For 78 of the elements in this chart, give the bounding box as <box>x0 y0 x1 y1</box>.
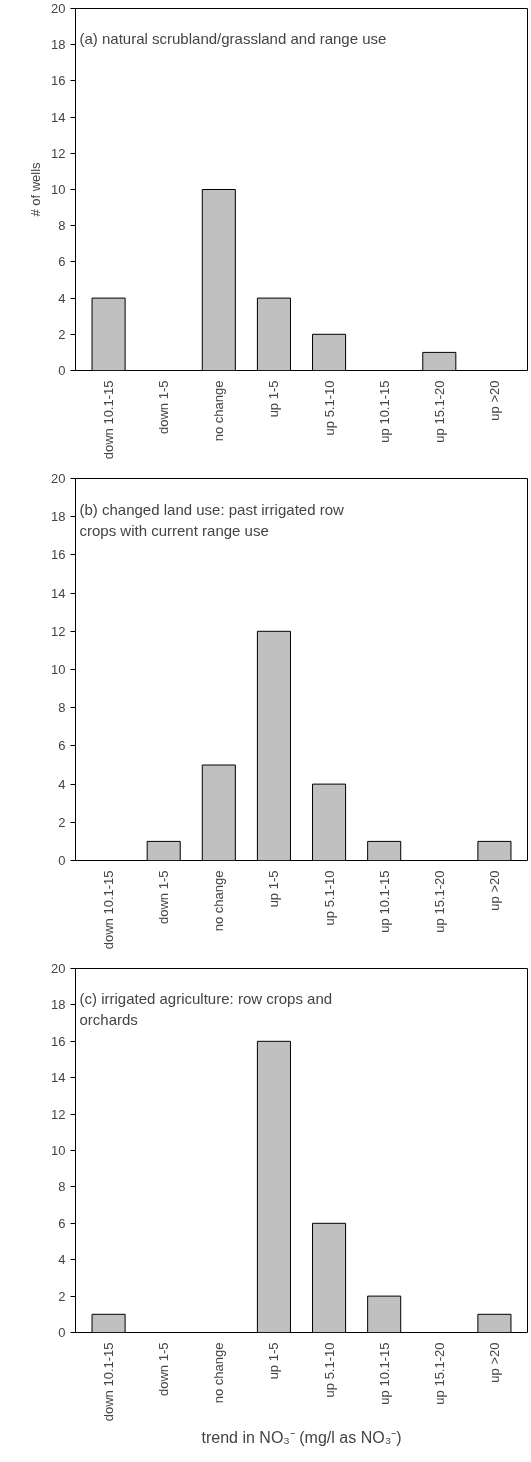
y-tick-label: 14 <box>51 1070 66 1086</box>
y-tick-label: 2 <box>58 1288 66 1304</box>
y-tick-label: 6 <box>58 254 66 270</box>
x-tick-label: up >20 <box>486 870 502 911</box>
bar <box>312 333 347 371</box>
y-tick-label: 4 <box>58 1252 66 1268</box>
y-tick-label: 10 <box>51 182 66 197</box>
y-tick-label: 14 <box>51 109 66 125</box>
x-tick-label: up 10.1-15 <box>376 380 392 443</box>
y-tick-label: 8 <box>58 1179 66 1195</box>
x-tick-label: up 15.1-20 <box>431 1342 447 1405</box>
bar <box>477 840 512 861</box>
y-tick-label: 14 <box>51 585 66 601</box>
annotation: (b) changed land use: past irrigated row crops with current range use <box>79 501 344 539</box>
y-tick-label: 2 <box>58 326 66 342</box>
bar <box>256 297 291 371</box>
y-tick-label: 16 <box>51 73 66 89</box>
y-tick-label: 12 <box>51 145 66 161</box>
x-tick-label: up >20 <box>486 1342 502 1383</box>
y-tick-label: 8 <box>58 218 66 234</box>
x-tick-label: up 5.1-10 <box>321 380 337 436</box>
y-tick-label: 18 <box>51 37 66 53</box>
bar <box>201 764 236 861</box>
annotation: (a) natural scrubland/grassland and range use <box>79 30 387 48</box>
bar <box>256 1040 291 1333</box>
y-tick-label: 10 <box>51 1143 66 1158</box>
bar <box>256 630 291 861</box>
bar <box>477 1313 512 1333</box>
bar <box>91 1313 126 1333</box>
bar <box>367 1295 402 1333</box>
y-tick-label: 18 <box>51 509 66 525</box>
bar <box>91 297 126 371</box>
bar <box>312 1222 347 1333</box>
y-tick-label: 16 <box>51 1033 66 1049</box>
x-tick-label: up 15.1-20 <box>431 870 447 933</box>
y-tick-label: 0 <box>58 1325 66 1340</box>
y-tick-label: 18 <box>51 997 66 1013</box>
bar <box>422 351 457 371</box>
x-tick-label: no change <box>211 1342 227 1404</box>
x-tick-label: up 10.1-15 <box>376 1342 392 1405</box>
x-tick-label: up 5.1-10 <box>321 870 337 926</box>
x-tick-label: no change <box>211 380 227 442</box>
x-tick-label: up 1-5 <box>266 380 282 418</box>
x-tick-label: down 1-5 <box>156 380 172 434</box>
y-tick-label: 2 <box>58 814 66 830</box>
x-axis-title: trend in NO₃⁻ (mg/l as NO₃⁻) <box>201 1429 402 1447</box>
x-tick-label: up 5.1-10 <box>321 1342 337 1398</box>
bar <box>146 840 181 861</box>
y-tick-label: 20 <box>51 961 66 976</box>
y-tick-label: 4 <box>58 290 66 306</box>
x-tick-label: up 10.1-15 <box>376 870 392 933</box>
x-tick-label: up 15.1-20 <box>431 380 447 443</box>
x-tick-label: no change <box>211 870 227 932</box>
x-tick-label: down 10.1-15 <box>101 870 117 950</box>
x-tick-label: down 1-5 <box>156 1342 172 1396</box>
y-tick-label: 6 <box>58 1215 66 1231</box>
y-tick-label: 0 <box>58 363 66 378</box>
y-tick-label: 12 <box>51 623 66 639</box>
y-tick-label: 20 <box>51 471 66 486</box>
x-tick-label: up 1-5 <box>266 870 282 908</box>
y-tick-label: 10 <box>51 662 66 677</box>
x-tick-label: up >20 <box>486 380 502 421</box>
x-tick-label: down 1-5 <box>156 870 172 924</box>
y-tick-label: 16 <box>51 547 66 563</box>
y-tick-label: 20 <box>51 1 66 16</box>
y-tick-label: 12 <box>51 1106 66 1122</box>
y-tick-label: 8 <box>58 700 66 716</box>
x-tick-label: up 1-5 <box>266 1342 282 1380</box>
y-tick-label: 6 <box>58 738 66 754</box>
x-tick-label: down 10.1-15 <box>101 1342 117 1422</box>
bar <box>312 783 347 861</box>
y-axis-title: # of wells <box>28 161 44 217</box>
annotation: (c) irrigated agriculture: row crops and orchards <box>79 990 333 1028</box>
bar <box>367 840 402 861</box>
bar <box>201 189 236 371</box>
y-tick-label: 0 <box>58 853 66 868</box>
y-tick-label: 4 <box>58 776 66 792</box>
x-tick-label: down 10.1-15 <box>101 380 117 460</box>
